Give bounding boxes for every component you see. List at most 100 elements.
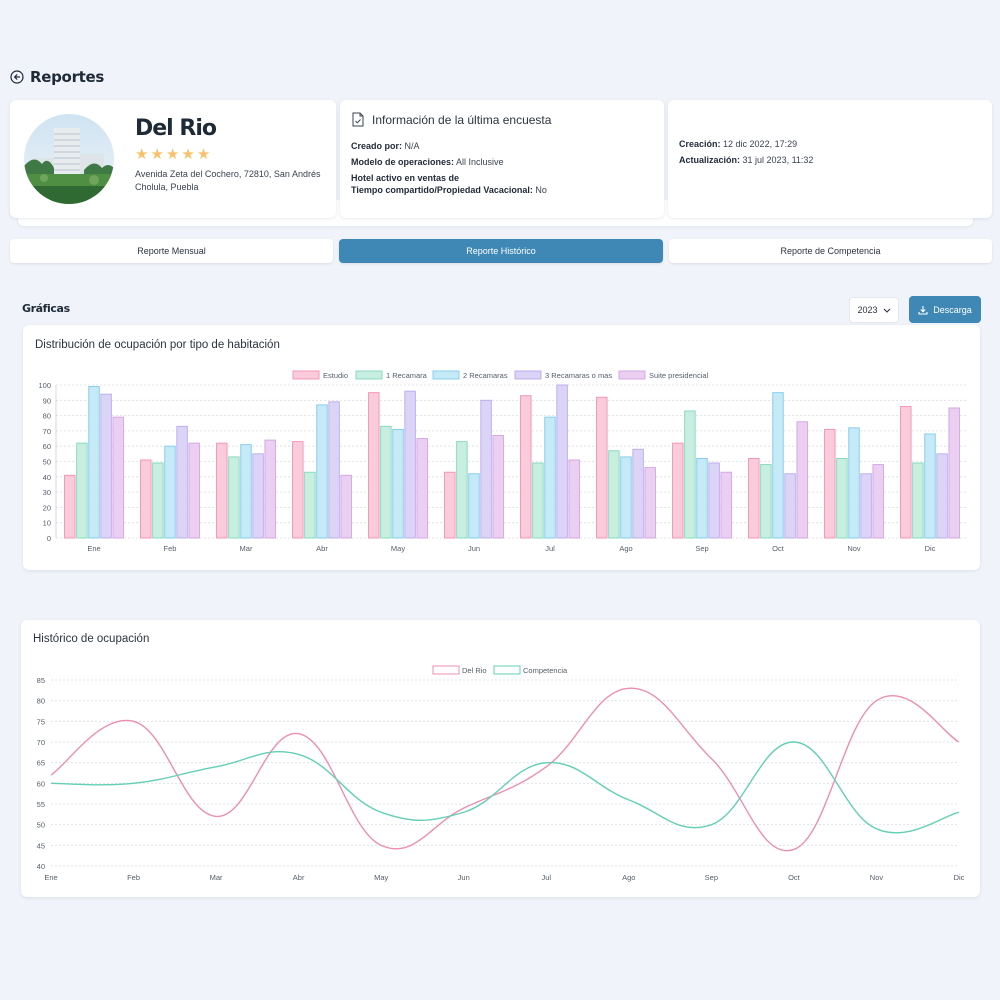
bar-1-recamara-jun[interactable] <box>456 441 468 539</box>
bar-estudio-sep[interactable] <box>672 442 684 539</box>
bar-suite-presidencial-feb[interactable] <box>188 442 200 539</box>
bar-2-recamaras-jul[interactable] <box>544 416 556 539</box>
bar-3-recamaras-o-mas-feb[interactable] <box>176 425 188 539</box>
bar-2-recamaras-feb[interactable] <box>164 445 176 539</box>
bar-chart-title: Distribución de ocupación por tipo de ha… <box>35 339 280 351</box>
bar-1-recamara-nov[interactable] <box>836 457 848 539</box>
bar-estudio-abr[interactable] <box>292 441 304 539</box>
bar-estudio-ago[interactable] <box>596 396 608 539</box>
y-tick-label: 0 <box>47 534 51 543</box>
bar-suite-presidencial-dic[interactable] <box>948 407 960 539</box>
legend-swatch <box>432 370 460 380</box>
hotel-photo <box>24 114 114 204</box>
bar-3-recamaras-o-mas-oct[interactable] <box>784 473 796 539</box>
bar-1-recamara-mar[interactable] <box>228 456 240 539</box>
update-row: Actualización: 31 jul 2023, 11:32 <box>679 154 813 166</box>
bar-3-recamaras-o-mas-abr[interactable] <box>328 401 340 539</box>
bar-suite-presidencial-mar[interactable] <box>264 439 276 539</box>
download-button[interactable]: Descarga <box>909 296 981 323</box>
bar-2-recamaras-abr[interactable] <box>316 404 328 539</box>
bar-1-recamara-feb[interactable] <box>152 462 164 539</box>
star-icon: ★ <box>181 146 195 163</box>
series-line-competencia[interactable] <box>50 741 960 834</box>
legend-label: Competencia <box>523 666 568 675</box>
bar-suite-presidencial-sep[interactable] <box>720 471 732 539</box>
y-tick-label: 80 <box>37 697 45 706</box>
legend-label: Estudio <box>323 371 348 380</box>
bar-1-recamara-jul[interactable] <box>532 462 544 539</box>
y-tick-label: 70 <box>37 738 45 747</box>
survey-card: Información de la última encuesta Creado… <box>340 100 664 218</box>
series-line-del-rio[interactable] <box>50 687 960 852</box>
bar-suite-presidencial-abr[interactable] <box>340 474 352 539</box>
legend-swatch <box>493 665 521 675</box>
bar-3-recamaras-o-mas-dic[interactable] <box>936 453 948 539</box>
timeshare-label-line2: Tiempo compartido/Propiedad Vacacional: <box>351 185 533 195</box>
bar-3-recamaras-o-mas-ago[interactable] <box>632 448 644 539</box>
bar-suite-presidencial-may[interactable] <box>416 438 428 539</box>
bar-3-recamaras-o-mas-nov[interactable] <box>860 473 872 539</box>
y-tick-label: 100 <box>38 381 51 390</box>
bar-1-recamara-sep[interactable] <box>684 410 696 539</box>
bar-2-recamaras-dic[interactable] <box>924 433 936 539</box>
y-tick-label: 50 <box>43 458 51 467</box>
bar-2-recamaras-oct[interactable] <box>772 392 784 539</box>
bar-3-recamaras-o-mas-jul[interactable] <box>556 384 568 539</box>
creation-row: Creación: 12 dic 2022, 17:29 <box>679 138 797 150</box>
bar-1-recamara-ene[interactable] <box>76 442 88 539</box>
y-tick-label: 30 <box>43 488 51 497</box>
bar-1-recamara-oct[interactable] <box>760 464 772 539</box>
bar-estudio-jun[interactable] <box>444 471 456 539</box>
bar-2-recamaras-nov[interactable] <box>848 427 860 539</box>
bar-2-recamaras-may[interactable] <box>392 428 404 539</box>
bar-2-recamaras-mar[interactable] <box>240 444 252 539</box>
back-header[interactable]: Reportes <box>10 68 104 86</box>
legend-swatch <box>355 370 383 380</box>
bar-estudio-jul[interactable] <box>520 395 532 539</box>
bar-3-recamaras-o-mas-jun[interactable] <box>480 399 492 539</box>
bar-2-recamaras-ene[interactable] <box>88 386 100 539</box>
bar-suite-presidencial-nov[interactable] <box>872 464 884 539</box>
bar-3-recamaras-o-mas-may[interactable] <box>404 390 416 539</box>
bar-suite-presidencial-jun[interactable] <box>492 435 504 539</box>
back-arrow-icon[interactable] <box>10 70 24 84</box>
x-tick-label: Abr <box>316 544 328 553</box>
bar-1-recamara-may[interactable] <box>380 425 392 539</box>
legend-swatch <box>514 370 542 380</box>
bar-suite-presidencial-jul[interactable] <box>568 459 580 539</box>
bar-estudio-nov[interactable] <box>824 428 836 539</box>
y-tick-label: 50 <box>37 821 45 830</box>
bar-estudio-ene[interactable] <box>64 474 76 539</box>
bar-2-recamaras-ago[interactable] <box>620 456 632 539</box>
bar-suite-presidencial-ago[interactable] <box>644 467 656 539</box>
bar-1-recamara-dic[interactable] <box>912 462 924 539</box>
bar-3-recamaras-o-mas-mar[interactable] <box>252 453 264 539</box>
x-tick-label: May <box>374 873 388 882</box>
y-tick-label: 40 <box>43 473 51 482</box>
bar-chart: 0 10 20 30 40 50 60 70 80 90 100 Ene Feb Mar Abr May Jun… <box>38 370 968 553</box>
y-tick-label: 85 <box>37 676 45 685</box>
x-tick-label: Jun <box>468 544 480 553</box>
legend-swatch <box>618 370 646 380</box>
tab-monthly-report[interactable]: Reporte Mensual <box>10 239 333 263</box>
bar-estudio-may[interactable] <box>368 392 380 539</box>
bar-1-recamara-ago[interactable] <box>608 450 620 539</box>
bar-3-recamaras-o-mas-sep[interactable] <box>708 462 720 539</box>
bar-2-recamaras-sep[interactable] <box>696 457 708 539</box>
legend-label: Suite presidencial <box>649 371 709 380</box>
bar-suite-presidencial-ene[interactable] <box>112 416 124 539</box>
operation-model-row: Modelo de operaciones: All Inclusive <box>351 156 504 168</box>
bar-1-recamara-abr[interactable] <box>304 471 316 539</box>
bar-2-recamaras-jun[interactable] <box>468 473 480 539</box>
tab-historical-report[interactable]: Reporte Histórico <box>339 239 663 263</box>
bar-suite-presidencial-oct[interactable] <box>796 421 808 539</box>
bar-estudio-oct[interactable] <box>748 457 760 539</box>
bar-3-recamaras-o-mas-ene[interactable] <box>100 393 112 539</box>
timeshare-label-line1: Hotel activo en ventas de <box>351 173 460 183</box>
tab-competition-report[interactable]: Reporte de Competencia <box>669 239 992 263</box>
bar-estudio-mar[interactable] <box>216 442 228 539</box>
year-select[interactable]: 2023 <box>849 297 899 323</box>
bar-estudio-dic[interactable] <box>900 405 912 539</box>
x-tick-label: Dic <box>925 544 936 553</box>
bar-estudio-feb[interactable] <box>140 459 152 539</box>
